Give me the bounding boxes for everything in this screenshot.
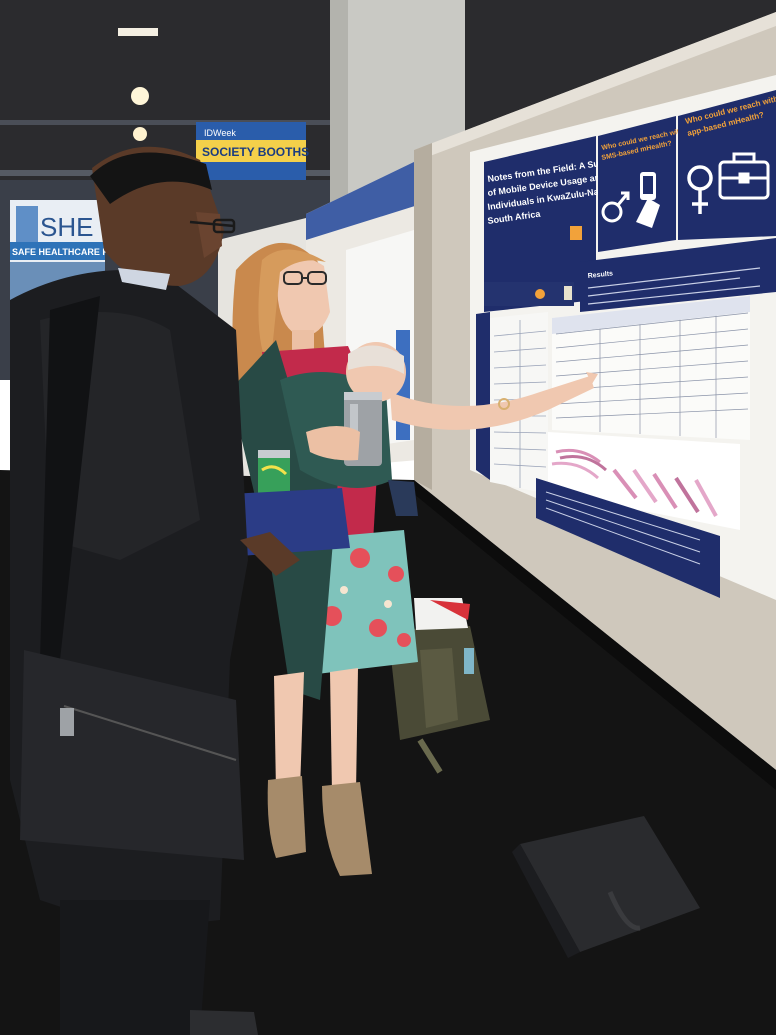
booth-sign: IDWeek SOCIETY BOOTHS: [196, 122, 309, 180]
briefcase-icon: [718, 152, 770, 200]
booth-sign-text: SOCIETY BOOTHS: [202, 145, 309, 159]
research-poster: Notes from the Field: A Survey of Mobile…: [470, 75, 776, 600]
phone-hand-icon: [636, 172, 660, 228]
right-boot: [322, 782, 372, 876]
poster-title-block: [484, 136, 596, 312]
poster-results-block: [580, 238, 776, 312]
man-eyeglasses: [189, 218, 236, 234]
female-symbol-icon: [687, 165, 713, 214]
poster-chart-right: [612, 468, 718, 517]
baby: [346, 342, 418, 516]
poster-table-main: [552, 296, 750, 440]
man-visitor: [10, 146, 300, 1035]
eyeglasses: [283, 271, 327, 285]
messenger-bag: [20, 650, 244, 860]
tote-bag: [512, 816, 700, 958]
poster-chart-left: [551, 448, 608, 480]
she-banner-text: SHE: [40, 212, 93, 242]
booth-sign-brand: IDWeek: [204, 128, 236, 138]
poster-left-column: [476, 312, 490, 480]
she-banner-strip: SAFE HEALTHCARE FOR: [12, 247, 122, 257]
male-symbol-icon: [601, 191, 630, 223]
left-boot: [267, 776, 306, 858]
woman-presenter: [230, 242, 598, 876]
results-heading: Results: [587, 270, 613, 280]
bracelet: [498, 398, 510, 410]
